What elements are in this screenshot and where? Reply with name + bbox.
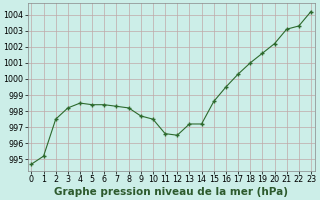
X-axis label: Graphe pression niveau de la mer (hPa): Graphe pression niveau de la mer (hPa) — [54, 187, 288, 197]
